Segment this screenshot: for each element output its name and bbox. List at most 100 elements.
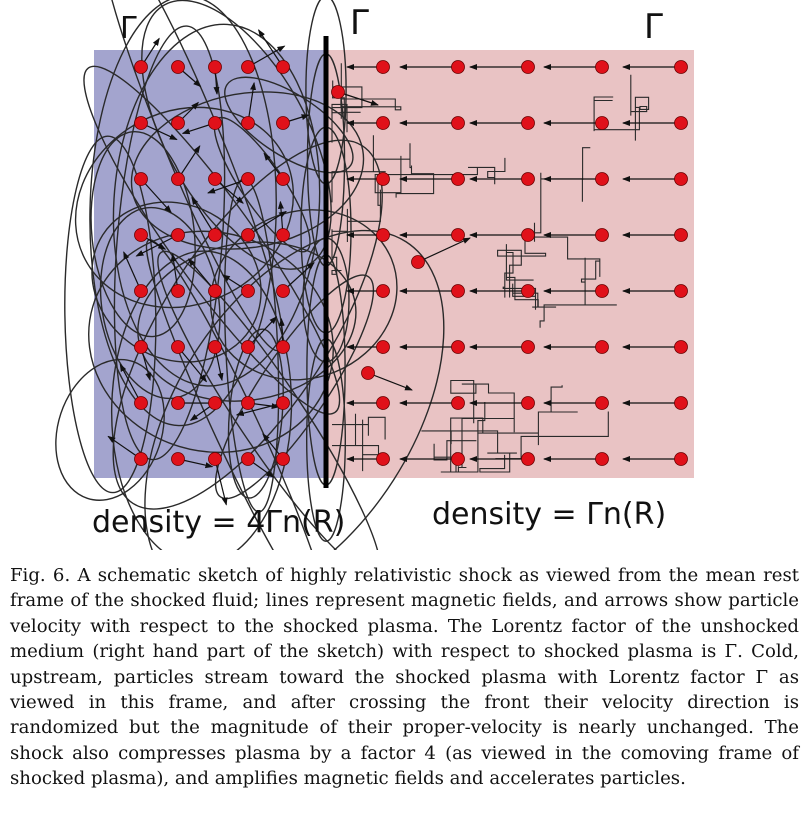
particle xyxy=(376,60,390,74)
particle xyxy=(134,340,148,354)
velocity-arrow xyxy=(187,258,216,292)
particle xyxy=(451,396,465,410)
particle xyxy=(376,284,390,298)
particle xyxy=(171,396,185,410)
gamma-label-downstream: Γ xyxy=(120,11,137,46)
velocity-arrow xyxy=(207,178,249,194)
particle xyxy=(595,60,609,74)
particle xyxy=(276,284,290,298)
particle xyxy=(674,396,688,410)
particle xyxy=(208,396,222,410)
particle xyxy=(134,452,148,466)
velocity-arrow xyxy=(214,458,228,506)
field-loop xyxy=(113,25,226,461)
field-loop xyxy=(64,135,157,494)
field-line xyxy=(331,80,402,120)
particle xyxy=(171,452,185,466)
particle xyxy=(376,228,390,242)
field-loop xyxy=(83,65,341,415)
particle xyxy=(595,452,609,466)
particle xyxy=(521,116,535,130)
field-line xyxy=(332,413,386,472)
particle xyxy=(276,452,290,466)
particle xyxy=(241,228,255,242)
particle xyxy=(134,60,148,74)
particle xyxy=(521,340,535,354)
particle xyxy=(241,452,255,466)
field-loop xyxy=(55,358,165,501)
particle xyxy=(451,284,465,298)
particle xyxy=(208,172,222,186)
particle xyxy=(521,228,535,242)
particle xyxy=(241,60,255,74)
particle xyxy=(595,340,609,354)
particle xyxy=(171,60,185,74)
particle xyxy=(276,228,290,242)
particle xyxy=(595,116,609,130)
velocity-arrow xyxy=(177,346,208,383)
field-line xyxy=(440,385,578,473)
particle xyxy=(241,284,255,298)
particle xyxy=(674,116,688,130)
velocity-arrow xyxy=(135,234,179,257)
particle xyxy=(171,228,185,242)
particle xyxy=(276,116,290,130)
particle xyxy=(208,228,222,242)
particle xyxy=(134,116,148,130)
particle xyxy=(674,60,688,74)
velocity-arrow xyxy=(123,251,142,292)
particle xyxy=(134,228,148,242)
particle xyxy=(361,366,375,380)
field-line xyxy=(421,411,609,473)
velocity-arrow xyxy=(191,196,216,236)
particle xyxy=(521,396,535,410)
velocity-arrow xyxy=(140,178,172,214)
upstream-density-label: density = Γn(R) xyxy=(432,497,666,532)
field-line xyxy=(593,74,650,141)
particle xyxy=(451,228,465,242)
particle xyxy=(276,60,290,74)
particle xyxy=(171,284,185,298)
field-line xyxy=(331,135,435,203)
velocity-arrow xyxy=(417,237,471,263)
particle xyxy=(376,172,390,186)
gamma-label-upstream-left: Γ xyxy=(350,3,369,43)
particle xyxy=(521,172,535,186)
velocity-arrow xyxy=(282,262,315,292)
particle xyxy=(674,452,688,466)
field-loop xyxy=(89,0,277,427)
downstream-density-label: density = 4Γn(R) xyxy=(92,505,345,540)
particle xyxy=(451,60,465,74)
velocity-arrow xyxy=(258,29,284,68)
particle xyxy=(241,340,255,354)
particle xyxy=(276,172,290,186)
velocity-arrow xyxy=(247,316,278,348)
velocity-arrow xyxy=(119,363,142,404)
figure-caption: Fig. 6. A schematic sketch of highly rel… xyxy=(10,565,799,790)
particle xyxy=(451,172,465,186)
velocity-arrow xyxy=(247,210,287,236)
particle xyxy=(134,396,148,410)
field-loop xyxy=(90,130,196,338)
particle xyxy=(276,340,290,354)
velocity-arrow xyxy=(367,372,413,391)
particle xyxy=(595,396,609,410)
field-loop xyxy=(130,91,365,250)
velocity-arrow xyxy=(337,91,379,106)
particle xyxy=(171,116,185,130)
particle xyxy=(276,396,290,410)
field-loop xyxy=(157,250,381,550)
particle xyxy=(171,172,185,186)
particle xyxy=(208,284,222,298)
particle xyxy=(241,116,255,130)
particle xyxy=(451,116,465,130)
field-line xyxy=(374,155,506,194)
velocity-arrow xyxy=(247,45,286,68)
particle xyxy=(674,284,688,298)
particle xyxy=(674,172,688,186)
particle xyxy=(674,228,688,242)
field-line xyxy=(331,183,381,275)
field-line xyxy=(533,222,617,328)
particle xyxy=(376,340,390,354)
particle xyxy=(134,172,148,186)
